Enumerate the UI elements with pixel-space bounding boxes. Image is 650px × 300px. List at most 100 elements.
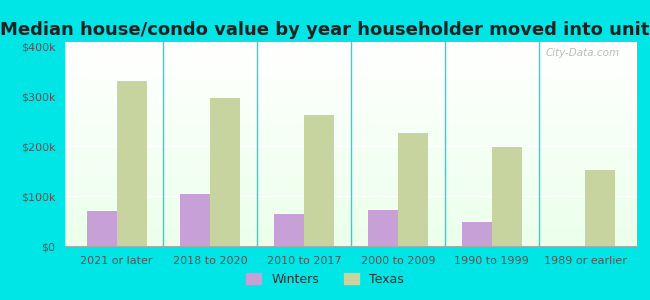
Bar [65, 242, 637, 244]
Bar [65, 211, 637, 213]
Bar [65, 130, 637, 132]
Bar [65, 119, 637, 122]
Bar [65, 177, 637, 179]
Bar [65, 172, 637, 175]
Bar [65, 232, 637, 234]
Bar [65, 197, 637, 199]
Bar [65, 42, 637, 44]
Bar [65, 215, 637, 217]
Bar [65, 144, 637, 146]
Bar [65, 226, 637, 228]
Bar [65, 221, 637, 224]
Bar [65, 68, 637, 70]
Bar [65, 122, 637, 124]
Bar [65, 209, 637, 211]
Bar [65, 50, 637, 52]
Bar [65, 103, 637, 105]
Bar [65, 179, 637, 181]
Bar [65, 64, 637, 67]
Bar [65, 234, 637, 236]
Bar [65, 195, 637, 197]
Bar [65, 169, 637, 170]
Bar [65, 70, 637, 73]
Bar [65, 224, 637, 226]
Bar [116, 81, 147, 246]
Bar [65, 56, 637, 58]
Bar [65, 124, 637, 126]
Bar [304, 115, 334, 246]
Bar [65, 118, 637, 119]
Bar [65, 167, 637, 169]
Bar [65, 109, 637, 111]
Bar [65, 191, 637, 193]
Bar [65, 160, 637, 162]
Bar [65, 54, 637, 56]
Bar [65, 46, 637, 48]
Bar [65, 240, 637, 242]
Bar [65, 87, 637, 89]
Bar [65, 187, 637, 189]
Bar [65, 152, 637, 154]
Bar [65, 99, 637, 101]
Bar [65, 201, 637, 203]
Bar [65, 148, 637, 150]
Bar [491, 148, 522, 246]
Bar [65, 44, 637, 46]
Bar [65, 138, 637, 140]
Bar [65, 67, 637, 68]
Bar [65, 105, 637, 107]
Bar [398, 133, 428, 246]
Bar [65, 154, 637, 156]
Bar [65, 230, 637, 232]
Bar [65, 238, 637, 240]
Bar [368, 210, 398, 246]
Legend: Winters, Texas: Winters, Texas [241, 268, 409, 291]
Bar [65, 97, 637, 99]
Bar [65, 126, 637, 128]
Bar [65, 175, 637, 177]
Bar [180, 194, 211, 246]
Text: Median house/condo value by year householder moved into unit: Median house/condo value by year househo… [0, 21, 650, 39]
Bar [65, 142, 637, 144]
Bar [65, 189, 637, 191]
Bar [65, 164, 637, 166]
Bar [65, 156, 637, 158]
Bar [65, 136, 637, 138]
Bar [65, 89, 637, 91]
Bar [65, 116, 637, 118]
Bar [65, 52, 637, 54]
Bar [65, 183, 637, 185]
Bar [586, 170, 616, 246]
Bar [65, 79, 637, 81]
Bar [65, 91, 637, 93]
Bar [65, 101, 637, 103]
Bar [65, 83, 637, 85]
Bar [65, 140, 637, 142]
Bar [65, 158, 637, 160]
Bar [65, 162, 637, 164]
Bar [65, 218, 637, 220]
Bar [211, 98, 240, 246]
Bar [65, 244, 637, 246]
Bar [65, 146, 637, 148]
Bar [65, 58, 637, 60]
Bar [65, 199, 637, 201]
Bar [65, 85, 637, 87]
Bar [462, 222, 491, 246]
Bar [86, 211, 116, 246]
Bar [65, 181, 637, 183]
Bar [65, 73, 637, 75]
Bar [65, 203, 637, 205]
Bar [65, 107, 637, 109]
Bar [65, 77, 637, 79]
Bar [65, 81, 637, 83]
Text: City-Data.com: City-Data.com [546, 48, 620, 58]
Bar [65, 220, 637, 221]
Bar [65, 193, 637, 195]
Bar [65, 150, 637, 152]
Bar [65, 205, 637, 207]
Bar [65, 62, 637, 64]
Bar [65, 113, 637, 116]
Bar [274, 214, 304, 246]
Bar [65, 170, 637, 172]
